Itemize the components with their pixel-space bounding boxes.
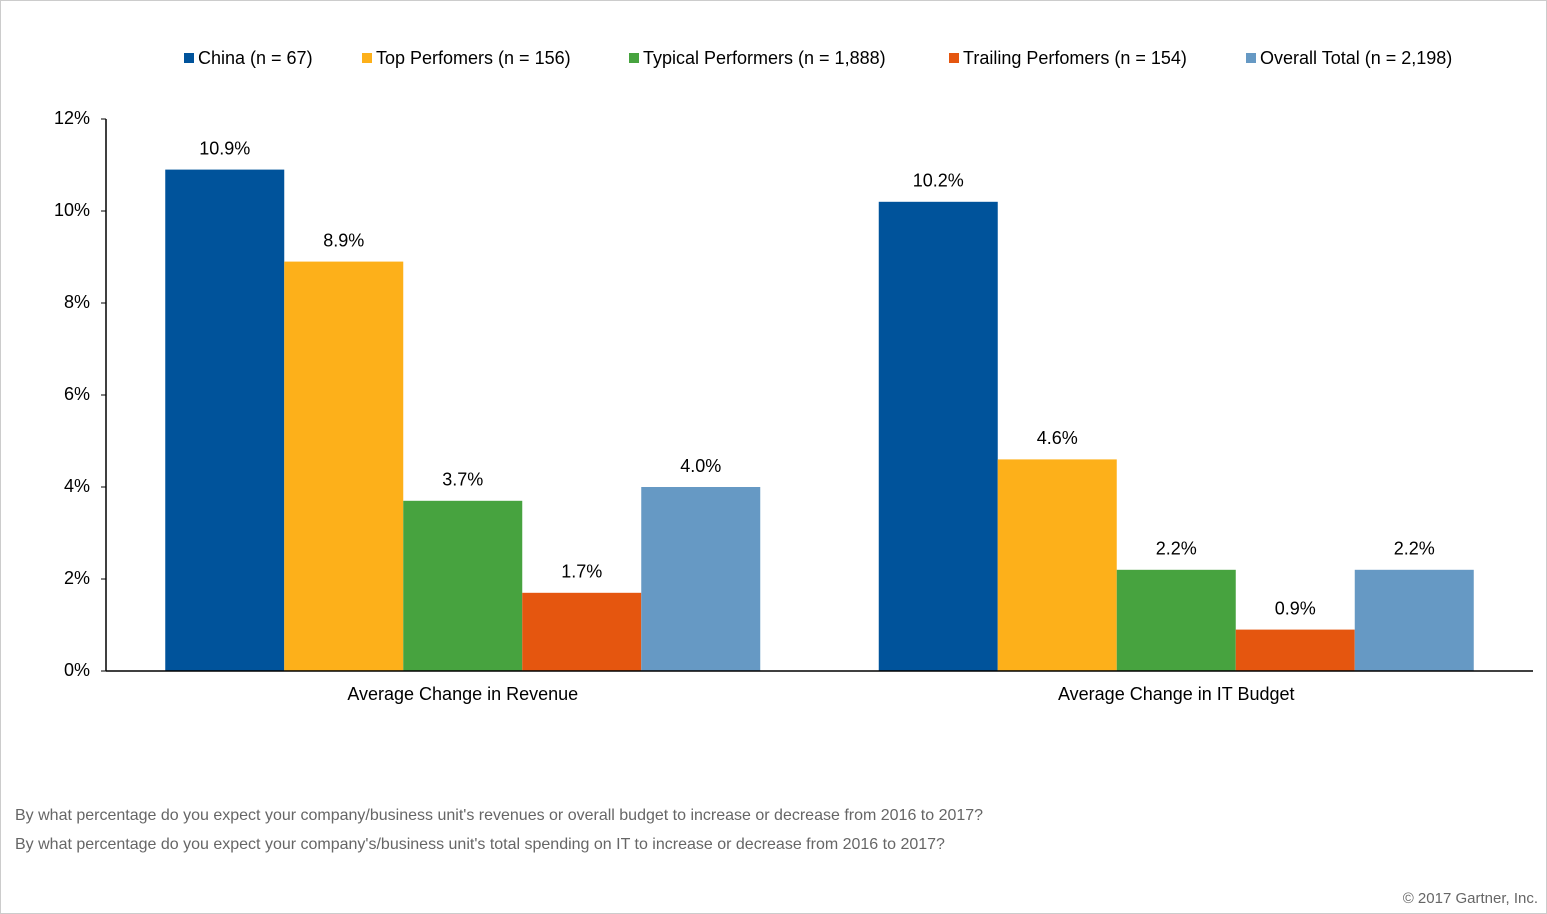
x-tick-label: Average Change in IT Budget [1058, 684, 1295, 704]
legend-swatch [362, 53, 372, 63]
value-label: 0.9% [1275, 598, 1316, 618]
y-tick-label: 12% [54, 108, 90, 128]
bar [641, 487, 761, 671]
value-label: 1.7% [561, 562, 602, 582]
y-tick-label: 4% [64, 476, 90, 496]
legend-label: Top Perfomers (n = 156) [376, 48, 571, 68]
legend-swatch [184, 53, 194, 63]
y-tick-label: 0% [64, 660, 90, 680]
legend-swatch [629, 53, 639, 63]
value-label: 8.9% [323, 230, 364, 250]
footnote: By what percentage do you expect your co… [15, 836, 945, 853]
legend-swatch [949, 53, 959, 63]
legend-label: China (n = 67) [198, 48, 313, 68]
x-tick-label: Average Change in Revenue [347, 684, 578, 704]
y-tick-label: 10% [54, 200, 90, 220]
value-label: 4.0% [680, 456, 721, 476]
legend-label: Typical Performers (n = 1,888) [643, 48, 886, 68]
bar [1354, 569, 1474, 671]
value-label: 2.2% [1394, 539, 1435, 559]
bar [1116, 569, 1236, 671]
legend-swatch [1246, 53, 1256, 63]
bar [997, 459, 1117, 671]
bar [165, 169, 285, 671]
bar [403, 500, 523, 671]
bar [522, 592, 642, 671]
y-tick-label: 6% [64, 384, 90, 404]
y-tick-label: 8% [64, 292, 90, 312]
value-label: 10.9% [199, 138, 250, 158]
footnote: By what percentage do you expect your co… [15, 807, 984, 824]
copyright: © 2017 Gartner, Inc. [1402, 890, 1538, 907]
bar [284, 261, 404, 671]
value-label: 10.2% [913, 171, 964, 191]
bar [1235, 629, 1355, 671]
y-tick-label: 2% [64, 568, 90, 588]
legend-label: Trailing Perfomers (n = 154) [963, 48, 1187, 68]
value-label: 4.6% [1037, 428, 1078, 448]
legend-label: Overall Total (n = 2,198) [1260, 48, 1452, 68]
value-label: 2.2% [1156, 539, 1197, 559]
value-label: 3.7% [442, 470, 483, 490]
bar [878, 201, 998, 672]
